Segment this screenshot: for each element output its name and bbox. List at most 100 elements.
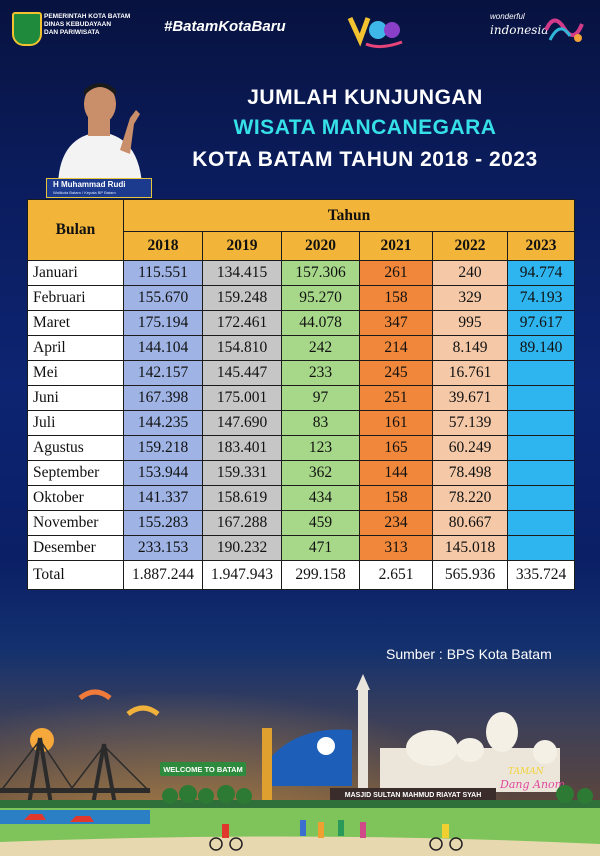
value-cell-2021: 165 xyxy=(359,435,433,461)
total-2019: 1.947.943 xyxy=(202,560,282,590)
value-cell-2022: 240 xyxy=(432,260,508,286)
value-cell-2022: 80.667 xyxy=(432,510,508,536)
value-cell-2023: 89.140 xyxy=(507,335,575,361)
value-cell-2020: 233 xyxy=(281,360,360,386)
value-cell-2020: 97 xyxy=(281,385,360,411)
month-cell: Februari xyxy=(27,285,124,311)
value-cell-2020: 95.270 xyxy=(281,285,360,311)
value-cell-2022: 16.761 xyxy=(432,360,508,386)
header-year-2018: 2018 xyxy=(123,231,203,261)
value-cell-2022: 78.220 xyxy=(432,485,508,511)
value-cell-2018: 144.104 xyxy=(123,335,203,361)
value-cell-2019: 158.619 xyxy=(202,485,282,511)
value-cell-2022: 8.149 xyxy=(432,335,508,361)
value-cell-2023 xyxy=(507,460,575,486)
value-cell-2019: 167.288 xyxy=(202,510,282,536)
total-2022: 565.936 xyxy=(432,560,508,590)
value-cell-2023 xyxy=(507,510,575,536)
value-cell-2021: 158 xyxy=(359,485,433,511)
mosque-icon xyxy=(356,674,560,792)
month-cell: Juli xyxy=(27,410,124,436)
value-cell-2021: 261 xyxy=(359,260,433,286)
value-cell-2019: 175.001 xyxy=(202,385,282,411)
value-cell-2023 xyxy=(507,385,575,411)
table-row: Oktober 141.337 158.619 434 158 78.220 xyxy=(27,485,575,511)
table-row: Mei 142.157 145.447 233 245 16.761 xyxy=(27,360,575,386)
value-cell-2018: 142.157 xyxy=(123,360,203,386)
month-cell: November xyxy=(27,510,124,536)
table-row: Desember 233.153 190.232 471 313 145.018 xyxy=(27,535,575,561)
wonderful-indonesia-logo: wonderful indonesia xyxy=(490,12,548,39)
paraglider-icon xyxy=(126,705,160,717)
value-cell-2019: 183.401 xyxy=(202,435,282,461)
header-year-2019: 2019 xyxy=(202,231,282,261)
paraglider-icon xyxy=(78,689,112,701)
total-2018: 1.887.244 xyxy=(123,560,203,590)
value-cell-2020: 44.078 xyxy=(281,310,360,336)
table-row: November 155.283 167.288 459 234 80.667 xyxy=(27,510,575,536)
value-cell-2021: 245 xyxy=(359,360,433,386)
value-cell-2018: 233.153 xyxy=(123,535,203,561)
trees-icon xyxy=(162,785,593,804)
value-cell-2021: 251 xyxy=(359,385,433,411)
table-row: April 144.104 154.810 242 214 8.149 89.140 xyxy=(27,335,575,361)
value-cell-2018: 155.283 xyxy=(123,510,203,536)
total-row: Total 1.887.244 1.947.943 299.158 2.651 … xyxy=(27,560,575,590)
value-cell-2018: 155.670 xyxy=(123,285,203,311)
value-cell-2020: 434 xyxy=(281,485,360,511)
gov-text-line-1: PEMERINTAH KOTA BATAM xyxy=(44,13,131,20)
value-cell-2023 xyxy=(507,435,575,461)
title-line-1: JUMLAH KUNJUNGAN xyxy=(247,86,483,109)
month-cell: Desember xyxy=(27,535,124,561)
value-cell-2021: 158 xyxy=(359,285,433,311)
value-cell-2022: 57.139 xyxy=(432,410,508,436)
mayor-nameplate: H Muhammad Rudi Walikota Batam / Kepala … xyxy=(46,178,152,198)
month-cell: Mei xyxy=(27,360,124,386)
table-row: September 153.944 159.331 362 144 78.498 xyxy=(27,460,575,486)
value-cell-2022: 60.249 xyxy=(432,435,508,461)
value-cell-2022: 995 xyxy=(432,310,508,336)
welcome-sign-text: WELCOME TO BATAM xyxy=(163,765,243,774)
value-cell-2019: 159.331 xyxy=(202,460,282,486)
source-note: Sumber : BPS Kota Batam xyxy=(386,646,552,662)
value-cell-2023: 97.617 xyxy=(507,310,575,336)
total-2021: 2.651 xyxy=(359,560,433,590)
value-cell-2022: 145.018 xyxy=(432,535,508,561)
value-cell-2022: 329 xyxy=(432,285,508,311)
indonesia-text: indonesia xyxy=(490,23,549,37)
mayor-portrait xyxy=(58,83,142,184)
month-cell: Oktober xyxy=(27,485,124,511)
batam-brand-logo xyxy=(347,16,403,49)
table-row: Maret 175.194 172.461 44.078 347 995 97.617 xyxy=(27,310,575,336)
mosque-sign-board xyxy=(330,788,496,800)
value-cell-2018: 115.551 xyxy=(123,260,203,286)
value-cell-2021: 313 xyxy=(359,535,433,561)
table-row: Juli 144.235 147.690 83 161 57.139 xyxy=(27,410,575,436)
value-cell-2021: 347 xyxy=(359,310,433,336)
visitor-table: Bulan Tahun 2018 2019 2020 2021 2022 202… xyxy=(27,199,575,590)
value-cell-2020: 123 xyxy=(281,435,360,461)
value-cell-2023: 94.774 xyxy=(507,260,575,286)
value-cell-2023 xyxy=(507,485,575,511)
gov-text-line-3: DAN PARIWISATA xyxy=(44,29,100,36)
month-cell: Maret xyxy=(27,310,124,336)
table-row: Februari 155.670 159.248 95.270 158 329 74.193 xyxy=(27,285,575,311)
value-cell-2019: 134.415 xyxy=(202,260,282,286)
value-cell-2019: 145.447 xyxy=(202,360,282,386)
value-cell-2020: 83 xyxy=(281,410,360,436)
value-cell-2019: 147.690 xyxy=(202,410,282,436)
hashtag: #BatamKotaBaru xyxy=(164,18,286,35)
value-cell-2021: 214 xyxy=(359,335,433,361)
value-cell-2018: 175.194 xyxy=(123,310,203,336)
value-cell-2018: 159.218 xyxy=(123,435,203,461)
value-cell-2020: 157.306 xyxy=(281,260,360,286)
header-year-2023: 2023 xyxy=(507,231,575,261)
value-cell-2023 xyxy=(507,410,575,436)
value-cell-2019: 190.232 xyxy=(202,535,282,561)
month-cell: April xyxy=(27,335,124,361)
gov-text-line-2: DINAS KEBUDAYAAN xyxy=(44,21,112,28)
wonderful-indonesia-swirl-icon xyxy=(544,18,584,42)
value-cell-2020: 471 xyxy=(281,535,360,561)
month-cell: Januari xyxy=(27,260,124,286)
